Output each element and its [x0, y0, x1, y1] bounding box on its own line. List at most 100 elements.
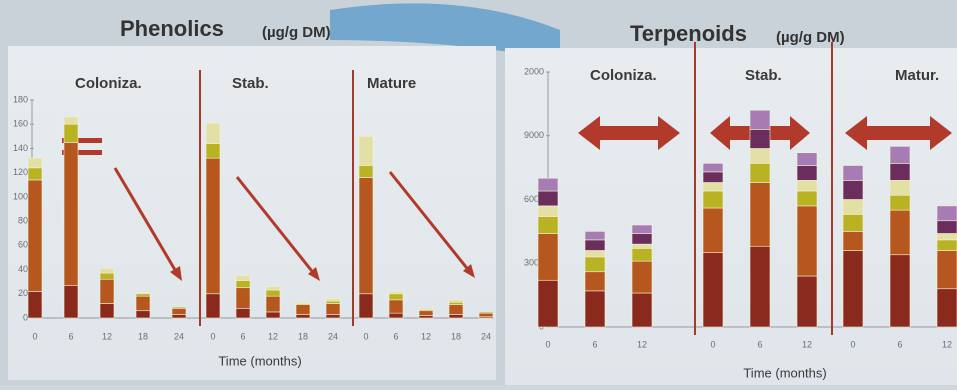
bar-segment — [632, 225, 652, 234]
bar-segment — [266, 287, 280, 291]
x-tick-label: 0 — [545, 339, 550, 349]
bar-segment — [703, 172, 723, 183]
bar-segment — [538, 191, 558, 206]
x-tick-label: 12 — [637, 339, 647, 349]
bar-segment — [937, 251, 957, 289]
y-tick-label: 80 — [18, 215, 28, 225]
bar-segment — [100, 273, 114, 279]
bar-segment — [326, 303, 340, 314]
bar-segment — [937, 289, 957, 327]
bar-segment — [632, 244, 652, 248]
x-tick-label: 0 — [32, 331, 37, 341]
bar-segment — [890, 163, 910, 180]
x-tick-label: 6 — [897, 339, 902, 349]
x-axis-label: Time (months) — [218, 353, 301, 368]
bar-segment — [206, 144, 220, 159]
bar-segment — [890, 180, 910, 195]
bar-segment — [750, 129, 770, 148]
bar-segment — [419, 311, 433, 316]
bar-segment — [326, 301, 340, 303]
y-tick-label: 180 — [13, 94, 28, 104]
x-tick-label: 12 — [421, 331, 431, 341]
bar-segment — [28, 168, 42, 180]
x-tick-label: 6 — [393, 331, 398, 341]
bar-segment — [419, 310, 433, 311]
chart-unit: (µg/g DM) — [262, 24, 331, 41]
bar-segment — [890, 210, 910, 255]
y-tick-label: 140 — [13, 143, 28, 153]
bar-segment — [538, 234, 558, 281]
x-tick-label: 24 — [174, 331, 184, 341]
bar-segment — [703, 253, 723, 327]
y-tick-label: 40 — [18, 264, 28, 274]
bar-segment — [64, 124, 78, 142]
bar-segment — [585, 251, 605, 257]
x-tick-label: 18 — [451, 331, 461, 341]
bar-segment — [236, 288, 250, 309]
bar-segment — [206, 158, 220, 294]
bar-segment — [389, 313, 403, 318]
bar-segment — [797, 191, 817, 206]
bar-segment — [449, 314, 463, 318]
bar-segment — [585, 240, 605, 251]
bar-segment — [100, 303, 114, 318]
y-tick-label: 2000 — [524, 66, 544, 76]
bar-segment — [172, 314, 186, 318]
x-tick-label: 12 — [268, 331, 278, 341]
bar-segment — [703, 163, 723, 172]
x-tick-label: 18 — [138, 331, 148, 341]
group-label: Stab. — [745, 67, 782, 84]
x-tick-label: 6 — [68, 331, 73, 341]
bar-segment — [538, 280, 558, 327]
x-tick-label: 0 — [850, 339, 855, 349]
bar-segment — [797, 276, 817, 327]
bar-segment — [359, 294, 373, 318]
group-label: Mature — [367, 75, 416, 92]
chart-title: Terpenoids — [630, 21, 747, 46]
bar-segment — [703, 208, 723, 253]
bar-segment — [136, 296, 150, 311]
x-tick-label: 24 — [328, 331, 338, 341]
bar-segment — [449, 300, 463, 302]
bar-segment — [632, 248, 652, 261]
x-tick-label: 12 — [102, 331, 112, 341]
bar-segment — [632, 234, 652, 245]
bar-segment — [28, 158, 42, 168]
x-tick-label: 0 — [363, 331, 368, 341]
bar-segment — [703, 191, 723, 208]
bar-segment — [538, 217, 558, 234]
bar-segment — [538, 178, 558, 191]
bar-segment — [843, 214, 863, 231]
group-label: Stab. — [232, 75, 269, 92]
bar-segment — [585, 291, 605, 327]
y-tick-label: 0 — [23, 312, 28, 322]
bar-segment — [419, 316, 433, 318]
x-tick-label: 6 — [757, 339, 762, 349]
bar-segment — [296, 305, 310, 315]
bar-segment — [359, 165, 373, 177]
bar-segment — [843, 180, 863, 199]
bar-segment — [585, 257, 605, 272]
bar-segment — [296, 302, 310, 303]
x-axis-label: Time (months) — [743, 365, 826, 380]
bar-segment — [797, 153, 817, 166]
bar-segment — [449, 302, 463, 304]
bar-segment — [266, 312, 280, 318]
bar-segment — [389, 300, 403, 313]
bar-segment — [326, 299, 340, 301]
y-tick-label: 160 — [13, 119, 28, 129]
x-tick-label: 0 — [710, 339, 715, 349]
x-tick-label: 18 — [298, 331, 308, 341]
x-tick-label: 12 — [802, 339, 812, 349]
bar-segment — [890, 255, 910, 327]
bar-segment — [64, 117, 78, 124]
bar-segment — [296, 314, 310, 318]
bar-segment — [172, 308, 186, 314]
bar-segment — [632, 261, 652, 293]
bar-segment — [750, 110, 770, 129]
bar-segment — [359, 178, 373, 294]
bar-segment — [585, 272, 605, 291]
y-tick-label: 120 — [13, 167, 28, 177]
group-label: Coloniza. — [590, 67, 657, 84]
chart-unit: (µg/g DM) — [776, 29, 845, 46]
